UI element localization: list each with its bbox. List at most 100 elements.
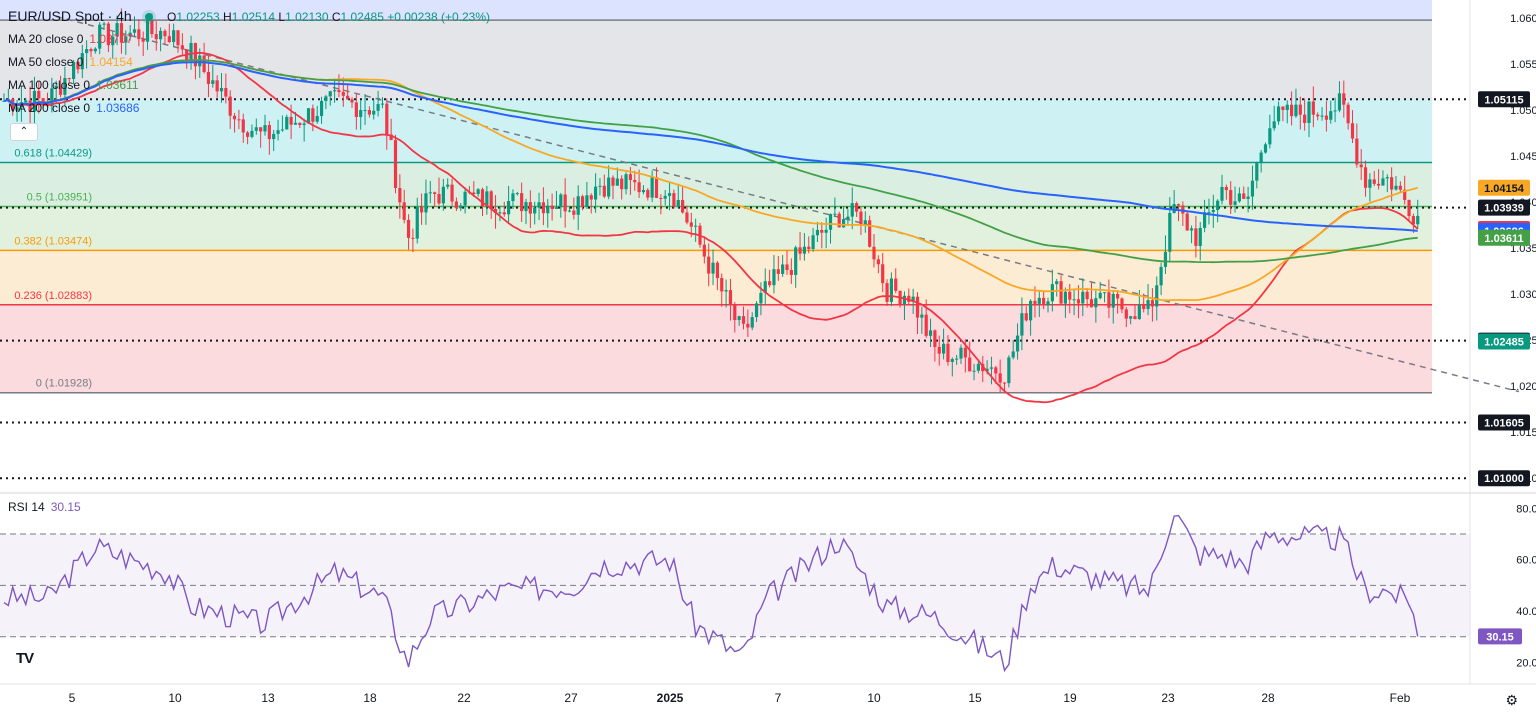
ma-line-200: [3, 61, 1418, 232]
candle-body: [1276, 106, 1281, 122]
candle-body: [998, 373, 1002, 383]
candle-body: [1176, 204, 1181, 206]
candle-body: [206, 72, 211, 84]
candle-body: [111, 36, 115, 46]
candle-body: [989, 367, 994, 369]
candle-body: [67, 78, 71, 80]
candle-body: [637, 182, 641, 193]
candle-body: [489, 191, 493, 209]
candle-body: [1403, 189, 1407, 200]
candle-body: [889, 278, 893, 302]
candle-body: [54, 85, 58, 89]
candle-body: [859, 211, 863, 225]
legend-ma50[interactable]: MA 50 close 0 1.04154: [8, 55, 133, 69]
candle-body: [976, 363, 980, 371]
candle-body: [1294, 104, 1298, 117]
candle-body: [276, 130, 280, 134]
candle-body: [189, 42, 193, 61]
candle-body: [554, 207, 559, 209]
candle-body: [798, 247, 802, 254]
candle-body: [454, 201, 458, 209]
candle-body: [1185, 213, 1189, 231]
candle-body: [1220, 187, 1224, 201]
price-badge: [1478, 333, 1530, 350]
candle-body: [741, 316, 746, 324]
candle-body: [1263, 144, 1268, 153]
legend-label: MA 200 close 0: [8, 101, 91, 115]
rsi-axis-tick: 20.00: [1516, 657, 1536, 669]
candle-body: [1124, 309, 1128, 319]
candle-body: [50, 88, 54, 107]
time-axis-tick: 5: [69, 691, 76, 705]
legend-ma100[interactable]: MA 100 close 0 1.03611: [8, 78, 139, 92]
candle-body: [711, 262, 715, 274]
candle-body: [367, 110, 371, 115]
settings-gear-icon[interactable]: ⚙: [1505, 692, 1518, 708]
candle-body: [459, 205, 463, 209]
candle-body: [1381, 178, 1385, 186]
candle-body: [76, 61, 80, 70]
candle-body: [311, 108, 315, 122]
candle-body: [1337, 93, 1342, 111]
candle-body: [872, 246, 876, 260]
candle-body: [219, 87, 224, 92]
candle-body: [1042, 297, 1046, 306]
legend-value: 1.03686: [96, 101, 140, 115]
candle-body: [1407, 199, 1411, 217]
candle-body: [1076, 299, 1081, 304]
candle-body: [1242, 193, 1246, 199]
candle-body: [563, 194, 567, 212]
candle-body: [1372, 179, 1376, 184]
symbol-title[interactable]: EUR/USD Spot · 4h: [8, 8, 132, 24]
candle-body: [894, 278, 898, 291]
candle-body: [685, 212, 689, 223]
candle-body: [689, 222, 693, 227]
candle-body: [1011, 351, 1015, 358]
candle-body: [520, 193, 524, 212]
candle-body: [776, 269, 780, 274]
time-axis-tick: 2025: [657, 691, 684, 705]
candle-body: [1033, 300, 1037, 304]
tradingview-logo-icon[interactable]: TV: [16, 650, 34, 667]
candle-body: [215, 80, 219, 92]
candle-body: [646, 190, 650, 198]
candle-body: [1233, 201, 1237, 205]
legend-ma200[interactable]: MA 200 close 0 1.03686: [8, 101, 139, 115]
candle-body: [137, 29, 141, 40]
candle-body: [193, 42, 197, 67]
candle-body: [1316, 114, 1320, 117]
candle-body: [659, 197, 663, 199]
candle-body: [1416, 215, 1420, 225]
candle-body: [493, 208, 498, 213]
time-axis-tick: 28: [1261, 691, 1275, 705]
rsi-legend[interactable]: RSI 14 30.15: [8, 500, 81, 514]
candle-body: [750, 317, 754, 328]
candle-body: [163, 30, 167, 37]
candle-body: [1142, 304, 1146, 310]
candle-body: [1059, 281, 1063, 304]
candle-body: [1168, 212, 1172, 252]
time-axis-tick: 13: [261, 691, 275, 705]
candle-body: [259, 127, 263, 132]
fib-label: 0 (1.01928): [36, 378, 92, 390]
candle-body: [968, 357, 972, 372]
candle-body: [1055, 281, 1059, 285]
candle-body: [1146, 300, 1150, 310]
candle-body: [80, 53, 84, 70]
time-axis-tick: 19: [1063, 691, 1077, 705]
candle-body: [855, 203, 859, 212]
legend-ma20[interactable]: MA 20 close 0 1.03707: [8, 32, 133, 46]
candle-body: [633, 179, 637, 183]
candle-body: [1320, 115, 1324, 117]
candle-body: [1037, 297, 1041, 304]
collapse-legend-button[interactable]: ⌃: [10, 123, 38, 141]
candle-body: [267, 125, 271, 140]
candle-body: [224, 87, 228, 97]
candle-body: [1111, 293, 1115, 308]
time-axis-tick: 27: [564, 691, 578, 705]
candle-body: [794, 247, 798, 275]
candle-body: [920, 314, 924, 318]
candle-body: [772, 269, 776, 286]
candle-body: [902, 295, 907, 305]
